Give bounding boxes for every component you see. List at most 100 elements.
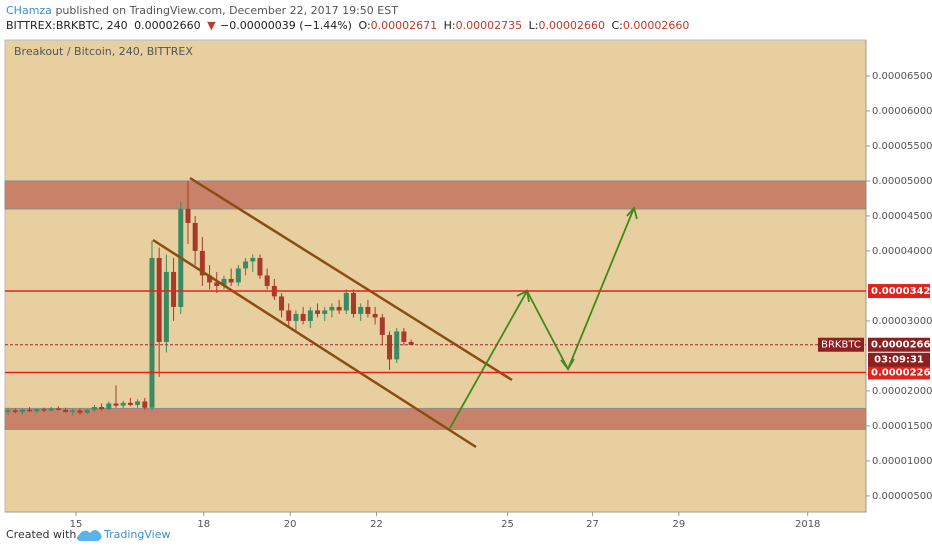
candle-body — [315, 310, 321, 314]
candle-body — [207, 275, 213, 283]
x-tick-label: 18 — [197, 519, 210, 530]
logo-cloud — [76, 530, 102, 541]
candle-body — [142, 401, 148, 408]
candle-body — [19, 409, 25, 412]
arrowhead — [560, 358, 575, 371]
candle-body — [279, 296, 285, 311]
candle-body — [63, 409, 69, 412]
candle-body — [113, 403, 119, 406]
candle-body — [235, 268, 241, 283]
channel-upper — [189, 176, 513, 382]
header-line-2: BITTREX:BRKBTC, 240 0.00002660 ▼ −0.0000… — [6, 19, 692, 32]
y-tick-label: 0.00006500 — [872, 71, 932, 82]
candle-body — [387, 334, 393, 360]
candle-body — [12, 410, 18, 412]
candle-body — [106, 403, 112, 410]
x-tick-label: 29 — [672, 519, 685, 530]
countdown-box — [868, 352, 930, 367]
candle-body — [163, 271, 169, 342]
candle-body — [41, 409, 47, 411]
x-tick-label: 20 — [284, 519, 297, 530]
level-label-box — [868, 365, 930, 380]
candle-body — [293, 313, 299, 321]
last: 0.00002660 — [134, 19, 201, 32]
candle-body — [322, 310, 328, 314]
candle-body — [264, 275, 270, 286]
candle-body — [34, 409, 40, 412]
y-tick-label: 0.00000500 — [872, 491, 932, 502]
candle-body — [192, 222, 198, 251]
candle-body — [228, 278, 234, 283]
candle-body — [408, 341, 414, 345]
candle-body — [379, 317, 385, 335]
change: −0.00000039 (−1.44%) — [220, 19, 352, 32]
y-tick-label: 0.00005500 — [872, 141, 932, 152]
candle-body — [156, 257, 162, 342]
zone — [4, 180, 867, 210]
level-label: 0.00002263 — [871, 368, 932, 379]
y-tick-label: 0.00002000 — [872, 386, 932, 397]
candle-body — [55, 408, 61, 410]
candle-body — [185, 208, 191, 223]
h-label: H: — [443, 19, 456, 32]
plot-area — [4, 39, 867, 513]
projection-path — [449, 207, 635, 429]
countdown: 03:09:31 — [874, 355, 924, 366]
header-line-1: CHamza published on TradingView.com, Dec… — [6, 4, 401, 17]
channel-lower — [152, 238, 477, 449]
open: 0.00002671 — [370, 19, 438, 32]
y-tick-label: 0.00003000 — [872, 316, 932, 327]
low: 0.00002660 — [538, 19, 605, 32]
tv-logo — [76, 530, 102, 541]
last-price-box — [868, 337, 930, 352]
candle-body — [48, 408, 54, 411]
published: published on TradingView.com, December 2… — [55, 4, 398, 17]
down-arrow: ▼ — [207, 19, 216, 32]
high: 0.00002735 — [455, 19, 523, 32]
candle-body — [243, 261, 249, 269]
x-tick-label: 2018 — [795, 519, 820, 530]
arrowhead — [626, 206, 638, 220]
o-label: O: — [358, 19, 371, 32]
candle-body — [171, 271, 177, 307]
chart-title: Breakout / Bitcoin, 240, BITTREX — [14, 45, 193, 58]
l-label: L: — [528, 19, 539, 32]
candle-body — [70, 410, 76, 412]
last-price-label: 0.00002660 — [871, 340, 932, 351]
candle-body — [5, 410, 11, 412]
candle-body — [300, 313, 306, 321]
y-tick-label: 0.00001000 — [872, 456, 932, 467]
candle-body — [257, 257, 263, 276]
candle-body — [84, 409, 90, 413]
candle-body — [120, 402, 126, 406]
candle-body — [351, 292, 357, 314]
candle-body — [149, 257, 155, 408]
candle-body — [343, 292, 349, 311]
c-label: C: — [611, 19, 623, 32]
y-tick-label: 0.00006000 — [872, 106, 932, 117]
y-tick-label: 0.00004500 — [872, 211, 932, 222]
candle-body — [77, 410, 83, 413]
x-tick-label: 22 — [370, 519, 383, 530]
y-tick-label: 0.00004000 — [872, 246, 932, 257]
footer-created: Created with — [6, 528, 76, 541]
author: CHamza — [6, 4, 52, 17]
y-tick-label: 0.00001500 — [872, 421, 932, 432]
x-tick-label: 27 — [586, 519, 599, 530]
candle-body — [99, 407, 105, 410]
channel — [152, 176, 513, 449]
level-label: 0.00003427 — [871, 286, 932, 297]
candle-body — [214, 282, 220, 286]
candle-body — [372, 313, 378, 318]
candle-body — [199, 250, 205, 276]
candle-body — [135, 401, 141, 405]
close: 0.00002660 — [622, 19, 690, 32]
symbol-label: BRKBTC — [821, 340, 861, 351]
candle-body — [286, 310, 292, 321]
y-tick-label: 0.00005000 — [872, 176, 932, 187]
x-tick-label: 15 — [70, 519, 83, 530]
symbol: BITTREX:BRKBTC, 240 — [6, 19, 128, 32]
candle-body — [221, 278, 227, 286]
